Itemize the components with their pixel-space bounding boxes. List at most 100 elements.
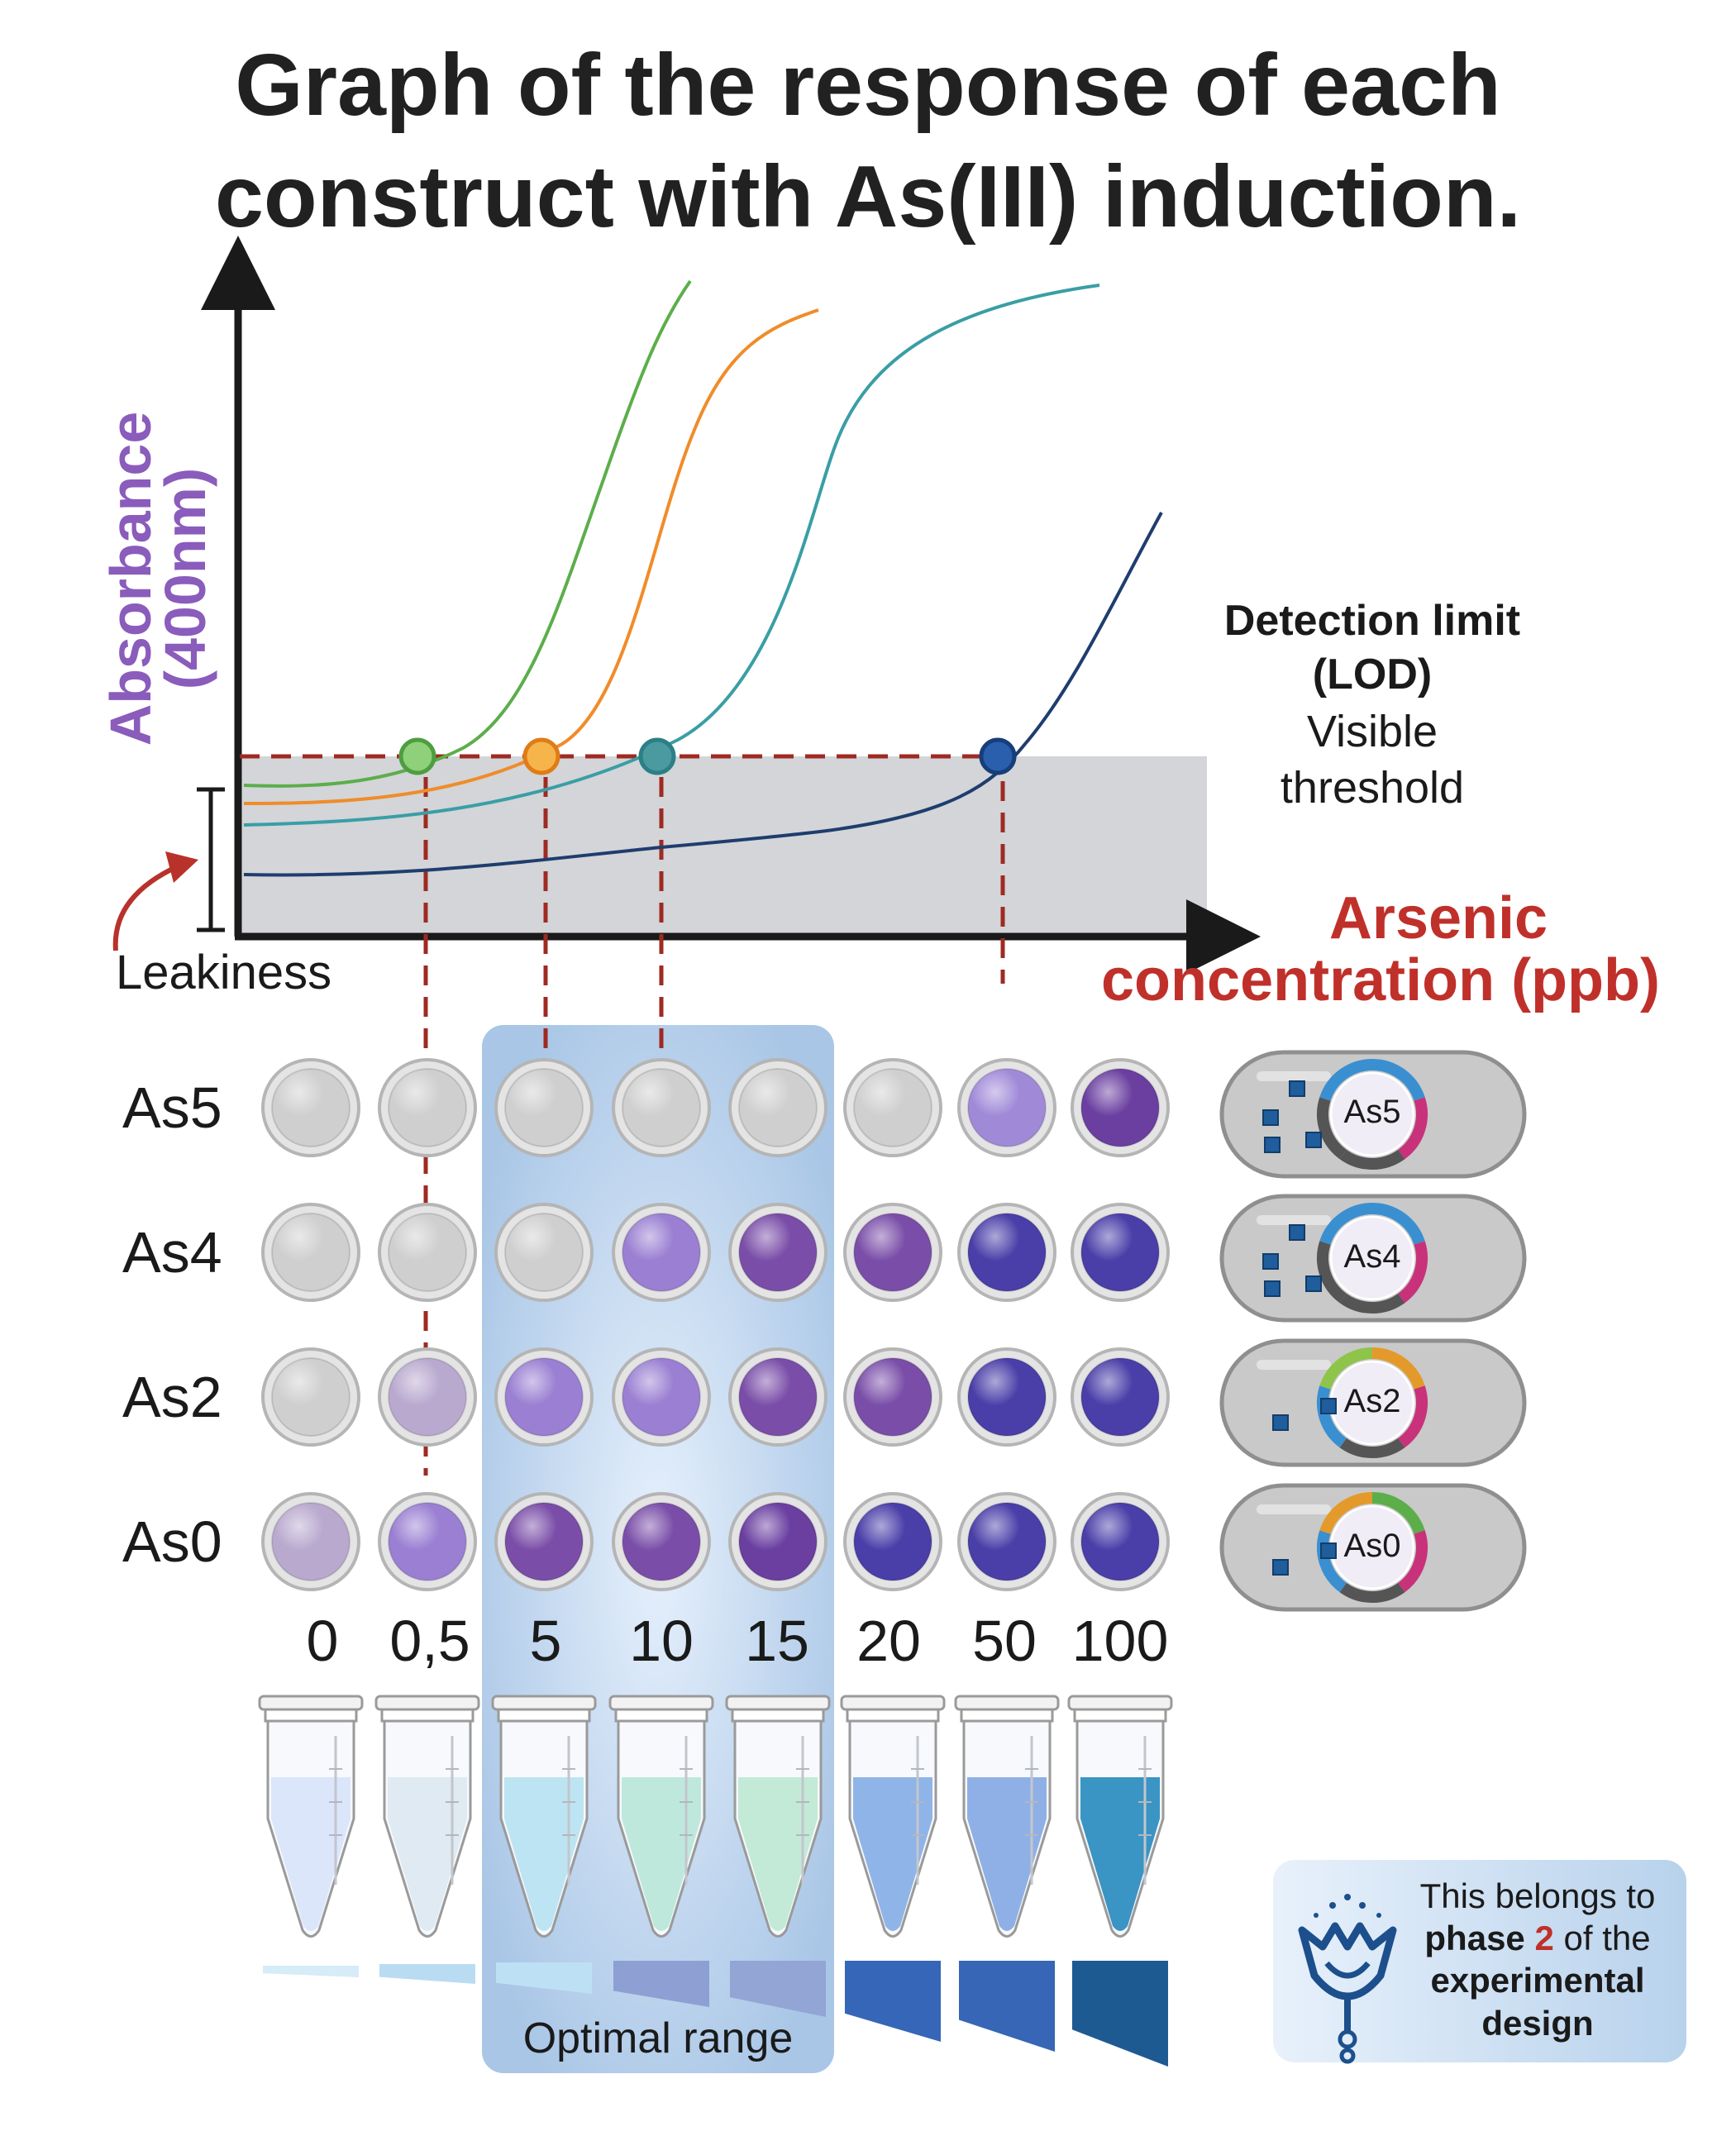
well bbox=[612, 1492, 711, 1591]
arsenic-cube-icon bbox=[1320, 1542, 1337, 1559]
well bbox=[378, 1058, 477, 1157]
concentration-label: 0,5 bbox=[389, 1609, 470, 1673]
detection-limit-line-3: Visible bbox=[1306, 707, 1438, 756]
bacteria-column bbox=[1219, 1050, 1527, 1612]
bacterium-label: As0 bbox=[1343, 1528, 1401, 1564]
well bbox=[612, 1058, 711, 1157]
detection-limit-line-1: Detection limit bbox=[1223, 597, 1521, 645]
strip-segment bbox=[379, 1964, 475, 1984]
well bbox=[494, 1347, 594, 1447]
arsenic-cube-icon bbox=[1305, 1275, 1322, 1292]
arsenic-cube-icon bbox=[1272, 1414, 1289, 1431]
phase-text-line-1: This belongs to bbox=[1419, 1876, 1656, 1915]
leakiness-bracket bbox=[197, 787, 225, 932]
well bbox=[612, 1203, 711, 1302]
detection-limit-line-2: (LOD) bbox=[1312, 651, 1433, 698]
phase-box bbox=[1273, 1860, 1686, 2062]
well bbox=[843, 1058, 942, 1157]
well bbox=[843, 1203, 942, 1302]
well bbox=[494, 1203, 594, 1302]
tube-row bbox=[258, 1695, 1173, 1938]
row-label-as2: As2 bbox=[122, 1365, 222, 1429]
well bbox=[1071, 1347, 1170, 1447]
curve-as0 bbox=[243, 279, 692, 788]
well bbox=[728, 1203, 827, 1302]
strip-segment bbox=[1072, 1961, 1168, 2067]
threshold-region bbox=[240, 756, 1207, 934]
concentration-label: 10 bbox=[629, 1609, 694, 1673]
curve-as5 bbox=[243, 512, 1163, 877]
concentration-label: 20 bbox=[856, 1609, 921, 1673]
phase-rest: of the bbox=[1563, 1919, 1651, 1958]
phase-number: 2 bbox=[1534, 1919, 1554, 1958]
phase-text-line-3: experimental bbox=[1430, 1961, 1645, 2000]
y-axis-label-line-2: (400nm) bbox=[153, 468, 217, 689]
well bbox=[612, 1347, 711, 1447]
concentration-label: 5 bbox=[529, 1609, 562, 1673]
arsenic-cube-icon bbox=[1289, 1224, 1305, 1241]
arsenic-cube-icon bbox=[1289, 1080, 1305, 1097]
strip-segment bbox=[730, 1961, 826, 2017]
arsenic-cube-icon bbox=[1264, 1280, 1281, 1297]
bacterium bbox=[1219, 1050, 1527, 1179]
bacterium bbox=[1219, 1338, 1527, 1467]
x-axis-label-line-1: Arsenic bbox=[1328, 885, 1548, 951]
well bbox=[957, 1203, 1056, 1302]
row-label-as5: As5 bbox=[122, 1075, 222, 1140]
well bbox=[728, 1058, 827, 1157]
lod-marker-as4 bbox=[638, 737, 676, 775]
well bbox=[728, 1492, 827, 1591]
tube bbox=[491, 1695, 597, 1938]
phase-word: phase bbox=[1424, 1919, 1525, 1958]
row-label-as4: As4 bbox=[122, 1220, 222, 1285]
tube bbox=[374, 1695, 480, 1938]
bacterium bbox=[1219, 1483, 1527, 1612]
lod-marker-as0 bbox=[398, 737, 436, 775]
curve-as2 bbox=[243, 308, 819, 805]
tube bbox=[258, 1695, 364, 1938]
lod-marker-as5 bbox=[979, 737, 1017, 775]
tube bbox=[840, 1695, 946, 1938]
well bbox=[843, 1347, 942, 1447]
optimal-range-label: Optimal range bbox=[522, 2014, 794, 2062]
arsenic-cube-icon bbox=[1262, 1253, 1279, 1270]
tube bbox=[725, 1695, 831, 1938]
bacterium-label: As4 bbox=[1343, 1238, 1401, 1275]
well bbox=[261, 1203, 360, 1302]
title-line-1: Graph of the response of each bbox=[235, 36, 1501, 134]
well bbox=[378, 1347, 477, 1447]
arsenic-cube-icon bbox=[1272, 1559, 1289, 1576]
curve-as4 bbox=[243, 284, 1100, 827]
arsenic-cube-icon bbox=[1320, 1398, 1337, 1414]
arsenic-cube-icon bbox=[1305, 1132, 1322, 1148]
well bbox=[843, 1492, 942, 1591]
phase-text-line-4: design bbox=[1481, 2003, 1594, 2043]
well bbox=[378, 1492, 477, 1591]
concentration-label: 0 bbox=[306, 1609, 339, 1673]
well bbox=[1071, 1058, 1170, 1157]
well bbox=[728, 1347, 827, 1447]
tube bbox=[608, 1695, 714, 1938]
bacterium-label: As5 bbox=[1343, 1094, 1401, 1130]
tube bbox=[954, 1695, 1060, 1938]
y-axis-label-line-1: Absorbance bbox=[98, 412, 163, 746]
well bbox=[1071, 1492, 1170, 1591]
strip-segment bbox=[496, 1962, 592, 1994]
strip-segment bbox=[845, 1961, 941, 2042]
well bbox=[494, 1058, 594, 1157]
well bbox=[1071, 1203, 1170, 1302]
well bbox=[261, 1058, 360, 1157]
well bbox=[261, 1492, 360, 1591]
bacterium-label: As2 bbox=[1343, 1383, 1401, 1419]
lod-marker-as2 bbox=[522, 737, 560, 775]
strip-segment bbox=[613, 1961, 709, 2007]
leakiness-arrow bbox=[112, 851, 198, 951]
row-label-as0: As0 bbox=[122, 1509, 222, 1574]
well bbox=[494, 1492, 594, 1591]
x-axis-label-line-2: concentration (ppb) bbox=[1101, 947, 1660, 1013]
concentration-label: 15 bbox=[745, 1609, 809, 1673]
well bbox=[957, 1058, 1056, 1157]
color-strip bbox=[263, 1961, 1168, 2067]
